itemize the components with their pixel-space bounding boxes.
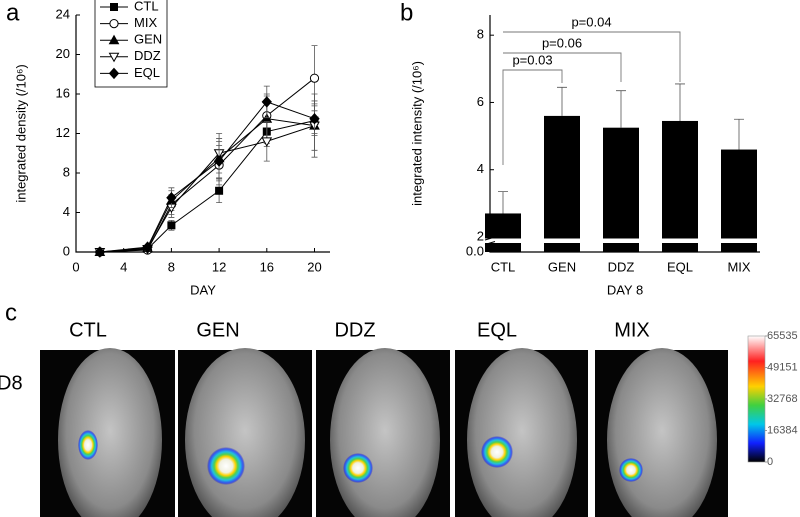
error-bar bbox=[616, 90, 626, 128]
marker bbox=[110, 3, 118, 11]
bar bbox=[721, 149, 757, 252]
bar bbox=[662, 120, 698, 252]
signal bbox=[78, 430, 98, 460]
y-tick-label: 0.0 bbox=[466, 243, 484, 258]
legend-label: MIX bbox=[134, 15, 157, 30]
y-tick-label: 12 bbox=[56, 125, 70, 140]
significance-bracket bbox=[502, 69, 563, 165]
legend-label: GEN bbox=[134, 32, 162, 47]
colorbar-tick-label: 0 bbox=[767, 456, 773, 468]
column-label: DDZ bbox=[334, 319, 375, 341]
y-axis-label: integrated density (/10⁶) bbox=[13, 64, 28, 202]
marker bbox=[167, 221, 176, 230]
x-axis-label: DAY 8 bbox=[607, 282, 643, 297]
p-value: p=0.06 bbox=[542, 35, 582, 50]
p-value: p=0.03 bbox=[512, 52, 552, 67]
error-bar bbox=[734, 118, 744, 150]
bar bbox=[603, 127, 639, 252]
panel-label: a bbox=[6, 0, 20, 26]
series-line bbox=[99, 101, 315, 253]
image-panel bbox=[40, 335, 766, 517]
axis-break bbox=[484, 238, 760, 243]
x-tick-label: 20 bbox=[307, 259, 321, 274]
marker bbox=[309, 112, 320, 125]
y-tick-label: 6 bbox=[477, 94, 484, 109]
series-line bbox=[99, 120, 315, 253]
marker bbox=[108, 34, 120, 45]
y-tick-label: 16 bbox=[56, 85, 70, 100]
signal bbox=[619, 458, 643, 482]
signal bbox=[481, 436, 513, 468]
significance-bracket bbox=[503, 52, 622, 82]
error-bar bbox=[675, 83, 685, 121]
error-bar bbox=[498, 191, 508, 214]
marker bbox=[261, 137, 273, 147]
marker bbox=[261, 96, 272, 108]
x-tick-label: 16 bbox=[260, 259, 274, 274]
colorbar-tick-label: 16384 bbox=[767, 424, 798, 436]
x-tick-label: DDZ bbox=[608, 259, 635, 274]
p-value: p=0.04 bbox=[571, 14, 611, 29]
panel-label: b bbox=[400, 0, 413, 26]
mouse-body bbox=[467, 348, 577, 517]
x-tick-label: GEN bbox=[548, 259, 576, 274]
series-line bbox=[99, 118, 315, 253]
y-tick-label: 24 bbox=[56, 6, 70, 21]
series-line bbox=[99, 125, 315, 253]
x-tick-label: 12 bbox=[212, 259, 226, 274]
y-tick-label: 4 bbox=[63, 204, 70, 219]
x-tick-label: 8 bbox=[168, 259, 175, 274]
colorbar-tick-label: 32768 bbox=[767, 393, 798, 405]
axis-break-mark bbox=[484, 236, 496, 245]
x-tick-label: CTL bbox=[491, 259, 516, 274]
x-tick-label: EQL bbox=[667, 259, 693, 274]
column-label: GEN bbox=[196, 319, 239, 341]
series-line bbox=[99, 77, 315, 253]
y-tick-label: 20 bbox=[56, 46, 70, 61]
marker bbox=[166, 191, 177, 204]
legend-label: EQL bbox=[134, 65, 160, 80]
signal bbox=[207, 447, 245, 485]
marker bbox=[213, 155, 225, 167]
column-label: MIX bbox=[614, 319, 650, 341]
column-label: EQL bbox=[477, 319, 517, 341]
marker bbox=[108, 67, 120, 80]
y-tick-label: 0 bbox=[63, 243, 70, 258]
marker bbox=[215, 186, 224, 195]
mouse-body bbox=[58, 348, 162, 517]
legend-box bbox=[94, 0, 168, 88]
row-label: D8 bbox=[0, 372, 23, 394]
bar bbox=[544, 115, 580, 252]
legend-label: DDZ bbox=[134, 48, 161, 63]
legend-label: CTL bbox=[134, 0, 159, 13]
y-tick-label: 4 bbox=[477, 161, 484, 176]
colorbar-tick-label: 49151 bbox=[767, 361, 798, 373]
bar bbox=[485, 213, 521, 252]
marker bbox=[309, 73, 320, 83]
colorbar-tick-label: 65535 bbox=[767, 330, 798, 342]
y-tick-label: 8 bbox=[63, 164, 70, 179]
x-tick-label: 4 bbox=[120, 259, 127, 274]
marker bbox=[94, 246, 106, 258]
error-bar bbox=[557, 86, 567, 116]
marker bbox=[142, 241, 153, 253]
column-label: CTL bbox=[69, 319, 107, 341]
x-axis-label: DAY bbox=[190, 282, 216, 297]
y-tick-label: 2 bbox=[477, 228, 484, 243]
marker bbox=[108, 52, 120, 63]
y-tick-label: 8 bbox=[477, 27, 484, 42]
significance-bracket bbox=[503, 31, 681, 82]
panel-label: c bbox=[5, 299, 17, 326]
x-tick-label: MIX bbox=[727, 259, 750, 274]
y-axis-label: integrated intensity (/10⁶) bbox=[409, 61, 424, 206]
marker bbox=[109, 19, 119, 29]
colorbar bbox=[747, 335, 766, 463]
x-tick-label: 0 bbox=[72, 259, 79, 274]
signal bbox=[343, 453, 373, 483]
